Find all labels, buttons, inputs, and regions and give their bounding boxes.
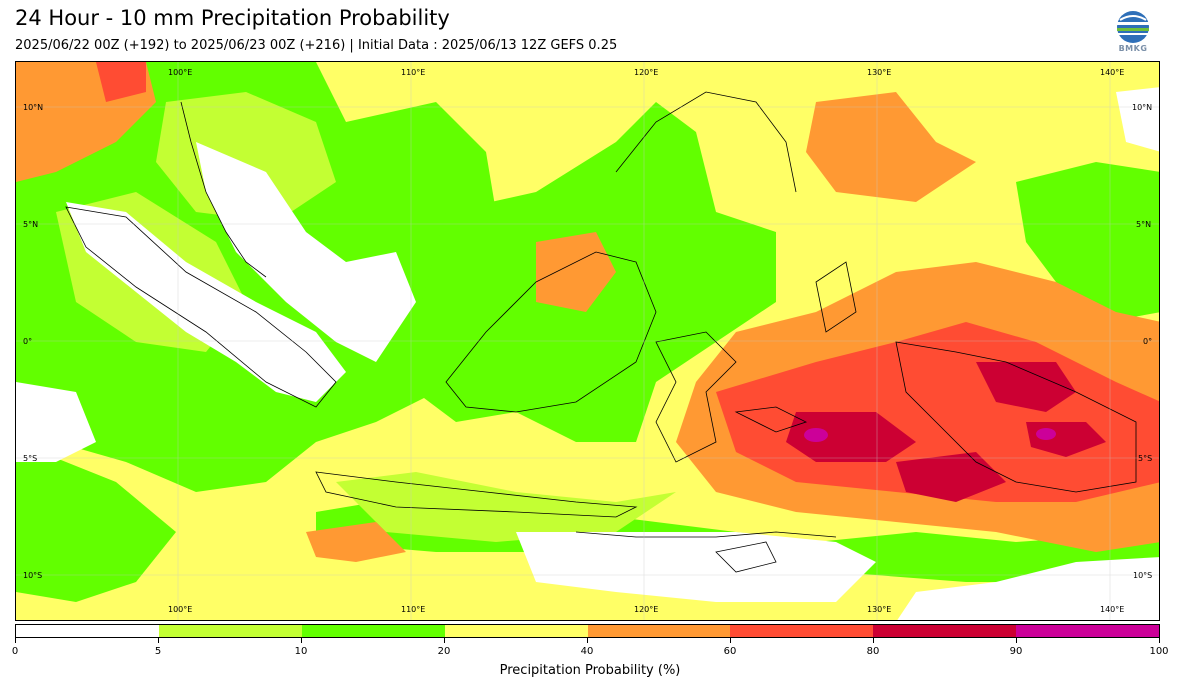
lat-label-left-5n: 5°N <box>23 220 39 229</box>
colorbar-tick-label: 5 <box>154 646 162 657</box>
white-region-southwest <box>16 382 96 462</box>
lon-label-bottom-110: 110°E <box>401 605 426 614</box>
lon-label-top-100: 100°E <box>168 68 193 77</box>
orange-region-java-sea <box>306 522 406 562</box>
colorbar-tick-label: 60 <box>723 646 737 657</box>
colorbar-tick <box>158 638 159 643</box>
colorbar-tick <box>873 638 874 643</box>
lat-label-right-0: 0° <box>1143 337 1153 346</box>
green-region-southwest <box>16 442 176 602</box>
colorbar-tick <box>444 638 445 643</box>
lightgreen-region-1 <box>156 92 336 222</box>
colorbar-tick-label: 90 <box>1009 646 1023 657</box>
colorbar-segment <box>730 625 874 637</box>
lat-label-right-10s: 10°S <box>1133 571 1153 580</box>
green-region-west <box>16 62 496 492</box>
colorbar-tick-label: 80 <box>866 646 880 657</box>
graticule <box>16 62 1159 620</box>
lon-label-top-110: 110°E <box>401 68 426 77</box>
probability-map <box>16 62 1159 620</box>
green-region-java <box>336 472 676 542</box>
map-panel: 100°E 110°E 120°E 130°E 140°E 100°E 110°… <box>15 61 1160 621</box>
orange-region-northpacific <box>806 92 976 202</box>
colorbar-segment <box>301 625 445 637</box>
darkred-region-3 <box>896 452 1006 502</box>
lon-label-bottom-140: 140°E <box>1100 605 1125 614</box>
magenta-spot-2 <box>1036 428 1056 440</box>
colorbar-segment <box>587 625 731 637</box>
green-region-northeast <box>1016 162 1159 322</box>
lat-label-left-10s: 10°S <box>23 571 43 580</box>
lat-label-left-0: 0° <box>23 337 33 346</box>
colorbar-segment <box>16 625 159 637</box>
lon-label-top-120: 120°E <box>634 68 659 77</box>
colorbar-segment <box>873 625 1017 637</box>
darkred-region-2 <box>976 362 1076 412</box>
darkred-region-1 <box>786 412 916 462</box>
colorbar-segment <box>1016 625 1159 637</box>
colorbar-segment <box>158 625 302 637</box>
colorbar-tick <box>730 638 731 643</box>
lon-label-top-140: 140°E <box>1100 68 1125 77</box>
map-title: 24 Hour - 10 mm Precipitation Probabilit… <box>15 6 450 30</box>
lon-label-bottom-130: 130°E <box>867 605 892 614</box>
red-region-northwest <box>96 62 146 102</box>
colorbar-segment <box>444 625 588 637</box>
colorbar-tick-label: 0 <box>11 646 19 657</box>
logo-text: BMKG <box>1118 44 1148 53</box>
lat-label-right-5n: 5°N <box>1136 220 1152 229</box>
coastlines <box>65 91 1137 573</box>
white-region-nusa <box>516 532 876 602</box>
lat-label-right-5s: 5°S <box>1138 454 1153 463</box>
lat-label-left-5s: 5°S <box>23 454 38 463</box>
white-region-northeast-corner <box>1116 87 1159 152</box>
lat-label-right-10n: 10°N <box>1132 103 1153 112</box>
colorbar-tick-label: 20 <box>437 646 451 657</box>
colorbar-tick <box>301 638 302 643</box>
colorbar-tick-label: 100 <box>1149 646 1169 657</box>
white-region-malacca <box>196 142 416 362</box>
colorbar-tick <box>15 638 16 643</box>
white-region-sumatra <box>66 202 346 402</box>
bmkg-logo <box>1112 10 1154 56</box>
magenta-spot-1 <box>804 428 828 442</box>
colorbar-tick <box>1016 638 1017 643</box>
lon-label-bottom-120: 120°E <box>634 605 659 614</box>
colorbar-tick <box>1159 638 1160 643</box>
colorbar-tick <box>587 638 588 643</box>
lon-label-top-130: 130°E <box>867 68 892 77</box>
colorbar-tick-label: 40 <box>580 646 594 657</box>
colorbar <box>15 624 1160 638</box>
colorbar-label: Precipitation Probability (%) <box>499 663 681 678</box>
lon-label-bottom-100: 100°E <box>168 605 193 614</box>
map-subtitle: 2025/06/22 00Z (+192) to 2025/06/23 00Z … <box>15 38 618 53</box>
colorbar-tick-label: 10 <box>294 646 308 657</box>
lat-label-left-10n: 10°N <box>23 103 44 112</box>
white-region-southeast <box>897 557 1159 620</box>
